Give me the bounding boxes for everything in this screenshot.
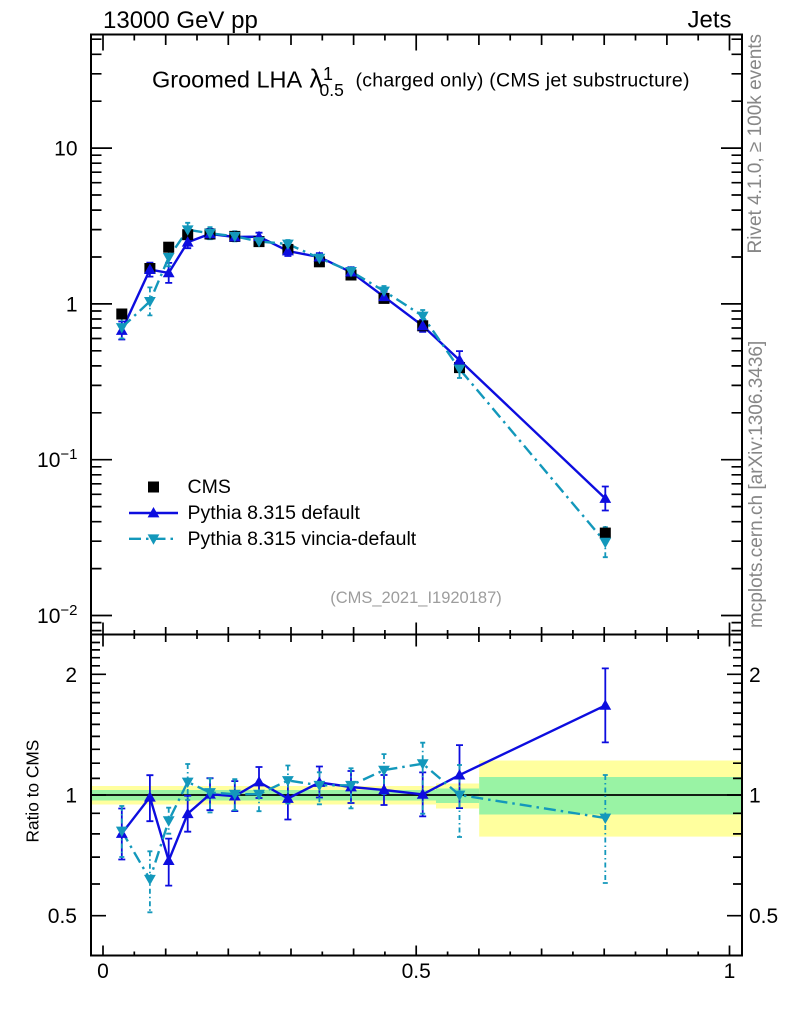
svg-text:Pythia 8.315 default: Pythia 8.315 default bbox=[188, 502, 361, 524]
svg-text:2: 2 bbox=[749, 664, 761, 687]
svg-text:(CMS_2021_I1920187): (CMS_2021_I1920187) bbox=[330, 589, 502, 607]
svg-text:10: 10 bbox=[54, 138, 77, 161]
svg-text:(charged only) (CMS jet substr: (charged only) (CMS jet substructure) bbox=[356, 70, 690, 92]
svg-text:2: 2 bbox=[65, 664, 77, 687]
svg-text:λ: λ bbox=[310, 64, 323, 94]
svg-text:1: 1 bbox=[724, 960, 736, 983]
svg-text:10−1: 10−1 bbox=[37, 446, 77, 472]
svg-text:mcplots.cern.ch [arXiv:1306.34: mcplots.cern.ch [arXiv:1306.3436] bbox=[746, 341, 767, 628]
svg-text:CMS: CMS bbox=[188, 476, 231, 498]
svg-text:0.5: 0.5 bbox=[402, 960, 431, 983]
svg-text:Rivet 4.1.0, ≥ 100k events: Rivet 4.1.0, ≥ 100k events bbox=[745, 34, 766, 254]
svg-text:1: 1 bbox=[323, 64, 333, 84]
svg-text:1: 1 bbox=[65, 785, 77, 808]
svg-text:0: 0 bbox=[97, 960, 109, 983]
svg-text:10−2: 10−2 bbox=[37, 602, 77, 628]
svg-text:13000 GeV pp: 13000 GeV pp bbox=[103, 7, 258, 34]
svg-text:Jets: Jets bbox=[687, 7, 731, 34]
svg-text:1: 1 bbox=[66, 293, 78, 316]
svg-text:0.5: 0.5 bbox=[320, 80, 344, 100]
svg-text:Groomed LHA: Groomed LHA bbox=[152, 67, 303, 93]
svg-text:Pythia 8.315 vincia-default: Pythia 8.315 vincia-default bbox=[188, 528, 417, 550]
svg-text:0.5: 0.5 bbox=[749, 905, 778, 928]
svg-text:0.5: 0.5 bbox=[48, 905, 77, 928]
svg-text:1: 1 bbox=[749, 785, 761, 808]
svg-text:Ratio to CMS: Ratio to CMS bbox=[23, 740, 43, 843]
